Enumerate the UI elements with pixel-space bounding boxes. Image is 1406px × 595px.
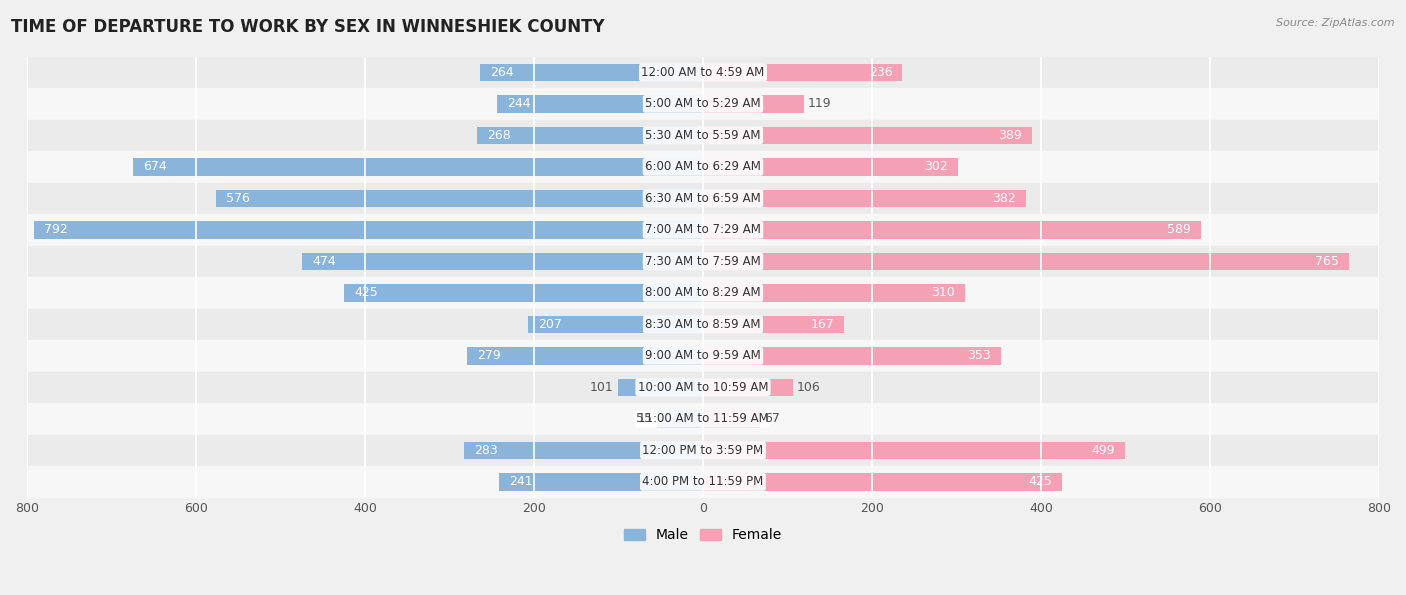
Bar [27,434,1379,466]
Bar [27,340,1379,372]
Text: 67: 67 [763,412,780,425]
Bar [703,473,1062,490]
Text: 474: 474 [312,255,336,268]
Text: 241: 241 [509,475,533,488]
Text: 6:30 AM to 6:59 AM: 6:30 AM to 6:59 AM [645,192,761,205]
Text: Source: ZipAtlas.com: Source: ZipAtlas.com [1277,18,1395,28]
Bar [703,127,1032,144]
Text: 765: 765 [1316,255,1340,268]
Text: 792: 792 [44,223,67,236]
Bar [703,64,903,81]
Bar [27,466,1379,497]
Text: 119: 119 [808,98,831,111]
Bar [703,95,804,112]
Bar [703,347,1001,365]
Text: 55: 55 [637,412,652,425]
Bar [27,57,1379,88]
Bar [467,347,703,365]
Bar [27,277,1379,309]
Bar [529,316,703,333]
Text: 310: 310 [931,286,955,299]
Text: 12:00 AM to 4:59 AM: 12:00 AM to 4:59 AM [641,66,765,79]
Text: 101: 101 [589,381,613,394]
Bar [27,183,1379,214]
Bar [703,158,959,176]
Bar [27,309,1379,340]
Text: 12:00 PM to 3:59 PM: 12:00 PM to 3:59 PM [643,444,763,457]
Text: 268: 268 [486,129,510,142]
Text: 499: 499 [1091,444,1115,457]
Text: 106: 106 [797,381,821,394]
Text: 353: 353 [967,349,991,362]
Bar [703,253,1350,270]
Text: 6:00 AM to 6:29 AM: 6:00 AM to 6:29 AM [645,161,761,173]
Bar [617,379,703,396]
Text: 8:00 AM to 8:29 AM: 8:00 AM to 8:29 AM [645,286,761,299]
Text: 167: 167 [810,318,834,331]
Bar [27,120,1379,151]
Legend: Male, Female: Male, Female [619,523,787,548]
Bar [703,379,793,396]
Bar [217,190,703,207]
Bar [703,221,1201,239]
Bar [134,158,703,176]
Bar [27,214,1379,246]
Bar [703,410,759,428]
Text: 7:00 AM to 7:29 AM: 7:00 AM to 7:29 AM [645,223,761,236]
Bar [703,190,1026,207]
Text: 382: 382 [991,192,1015,205]
Text: 283: 283 [474,444,498,457]
Bar [27,403,1379,434]
Text: 425: 425 [1028,475,1052,488]
Bar [703,284,965,302]
Bar [27,151,1379,183]
Text: 7:30 AM to 7:59 AM: 7:30 AM to 7:59 AM [645,255,761,268]
Text: 674: 674 [143,161,167,173]
Text: TIME OF DEPARTURE TO WORK BY SEX IN WINNESHIEK COUNTY: TIME OF DEPARTURE TO WORK BY SEX IN WINN… [11,18,605,36]
Bar [302,253,703,270]
Text: 589: 589 [1167,223,1191,236]
Bar [703,441,1125,459]
Bar [499,473,703,490]
Bar [657,410,703,428]
Bar [344,284,703,302]
Bar [27,372,1379,403]
Text: 264: 264 [491,66,513,79]
Text: 389: 389 [998,129,1022,142]
Bar [27,88,1379,120]
Text: 576: 576 [226,192,250,205]
Text: 8:30 AM to 8:59 AM: 8:30 AM to 8:59 AM [645,318,761,331]
Text: 207: 207 [538,318,562,331]
Text: 9:00 AM to 9:59 AM: 9:00 AM to 9:59 AM [645,349,761,362]
Bar [27,246,1379,277]
Bar [34,221,703,239]
Bar [703,316,844,333]
Bar [477,127,703,144]
Text: 244: 244 [508,98,530,111]
Text: 11:00 AM to 11:59 AM: 11:00 AM to 11:59 AM [638,412,768,425]
Text: 5:30 AM to 5:59 AM: 5:30 AM to 5:59 AM [645,129,761,142]
Text: 302: 302 [924,161,948,173]
Text: 4:00 PM to 11:59 PM: 4:00 PM to 11:59 PM [643,475,763,488]
Text: 425: 425 [354,286,378,299]
Bar [479,64,703,81]
Text: 10:00 AM to 10:59 AM: 10:00 AM to 10:59 AM [638,381,768,394]
Text: 279: 279 [478,349,501,362]
Bar [496,95,703,112]
Bar [464,441,703,459]
Text: 5:00 AM to 5:29 AM: 5:00 AM to 5:29 AM [645,98,761,111]
Text: 236: 236 [869,66,893,79]
